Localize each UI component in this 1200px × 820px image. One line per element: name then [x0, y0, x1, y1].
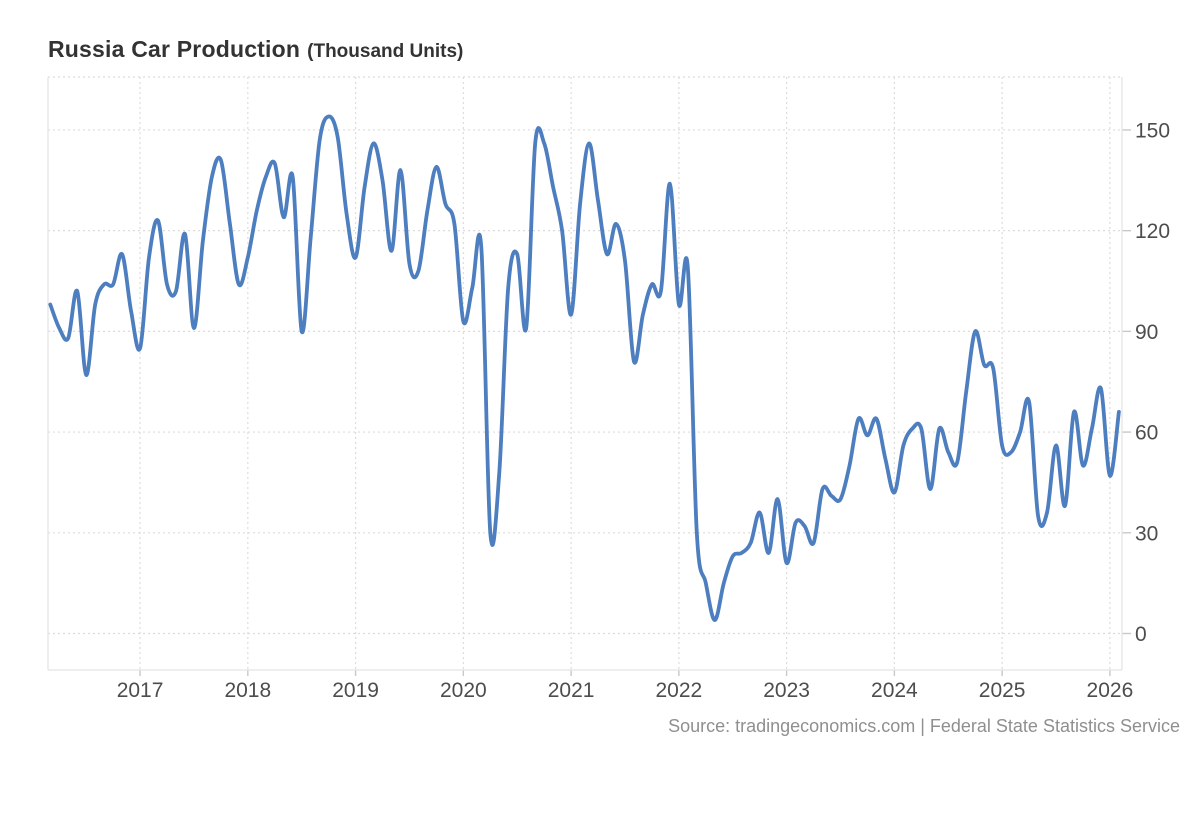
x-axis-label: 2017	[117, 679, 164, 702]
chart-header: Russia Car Production (Thousand Units)	[48, 36, 463, 63]
x-axis-label: 2018	[224, 679, 271, 702]
series-line[interactable]	[48, 114, 1121, 622]
chart-title: Russia Car Production	[48, 36, 301, 62]
x-axis-label: 2021	[548, 679, 595, 702]
y-axis-label: 90	[1135, 321, 1158, 344]
x-axis-label: 2025	[979, 679, 1026, 702]
y-axis-label: 30	[1135, 522, 1158, 545]
y-axis-label: 150	[1135, 119, 1170, 142]
x-axis-label: 2026	[1087, 679, 1134, 702]
y-axis-label: 60	[1135, 422, 1158, 445]
x-axis-label: 2020	[440, 679, 487, 702]
chart-units-label: (Thousand Units)	[307, 41, 464, 62]
x-axis-label: 2023	[763, 679, 810, 702]
y-axis-label: 0	[1135, 623, 1147, 646]
source-attribution: Source: tradingeconomics.com | Federal S…	[668, 716, 1180, 736]
x-axis-label: 2019	[332, 679, 379, 702]
x-axis-label: 2022	[656, 679, 703, 702]
x-axis-label: 2024	[871, 679, 918, 702]
y-axis-label: 120	[1135, 220, 1170, 243]
